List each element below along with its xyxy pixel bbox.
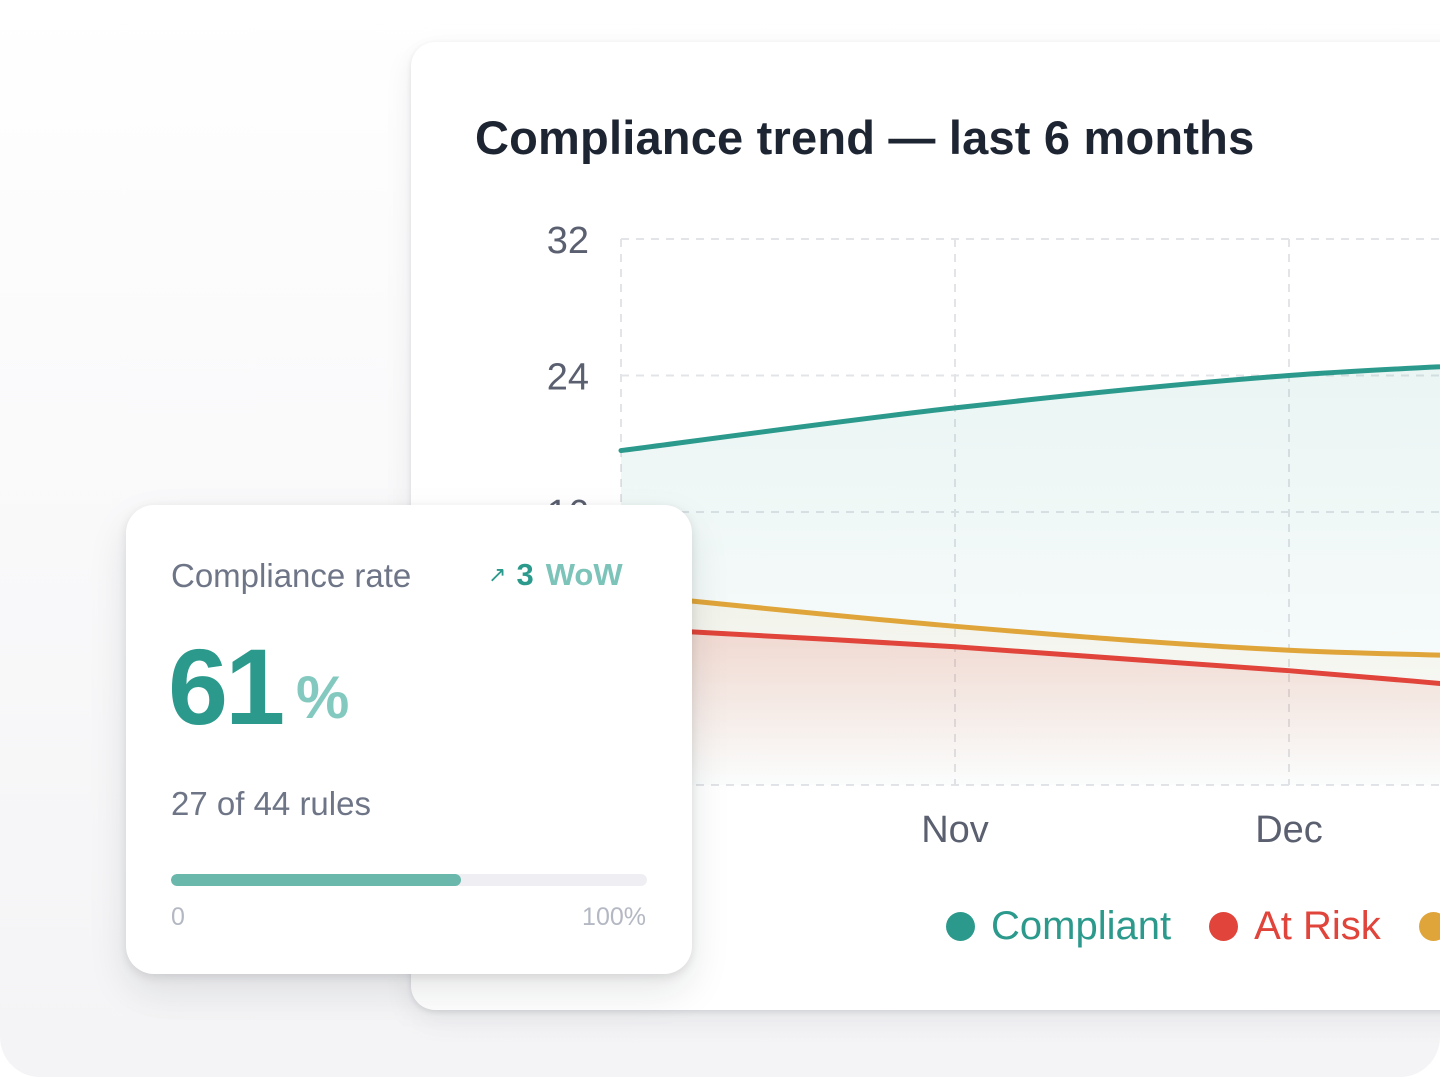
chart-legend: Compliant At Risk <box>946 904 1440 949</box>
x-tick-label: Nov <box>921 809 989 851</box>
rules-count: 27 of 44 rules <box>171 785 371 822</box>
legend-dot-icon <box>1418 912 1440 941</box>
series-line-third <box>618 591 1440 658</box>
legend-dot-icon <box>946 912 975 941</box>
rate-label: Compliance rate <box>171 557 412 594</box>
progress-fill <box>171 874 462 886</box>
wow-change: ↗ 3 WoW <box>488 557 623 593</box>
series-line-compliant <box>618 364 1440 454</box>
legend-label: Compliant <box>991 904 1172 948</box>
legend-item-compliant: Compliant <box>946 904 1171 949</box>
y-tick-label: 32 <box>547 220 589 262</box>
legend-item-at-risk: At Risk <box>1209 904 1381 949</box>
rate-value: 61 <box>168 626 285 747</box>
y-tick-label: 24 <box>547 357 589 399</box>
compliance-rate-card: Compliance rate ↗ 3 WoW 61 % 27 of 44 ru… <box>126 505 692 974</box>
chart-title: Compliance trend — last 6 months <box>475 111 1255 164</box>
wow-value: 3 <box>516 557 534 592</box>
x-tick-label: Dec <box>1255 809 1323 851</box>
trend-chart: 322416NovDec <box>547 220 1440 851</box>
wow-unit: WoW <box>545 557 623 592</box>
arrow-up-right-icon: ↗ <box>488 562 507 587</box>
legend-label: At Risk <box>1254 904 1381 948</box>
legend-dot-icon <box>1209 912 1239 941</box>
progress-bar <box>171 874 647 886</box>
legend-item-third <box>1418 912 1440 941</box>
rate-unit: % <box>296 664 350 731</box>
scale-max-label: 100% <box>582 903 646 931</box>
scale-min-label: 0 <box>171 903 185 931</box>
series-line-at-risk <box>618 625 1440 686</box>
